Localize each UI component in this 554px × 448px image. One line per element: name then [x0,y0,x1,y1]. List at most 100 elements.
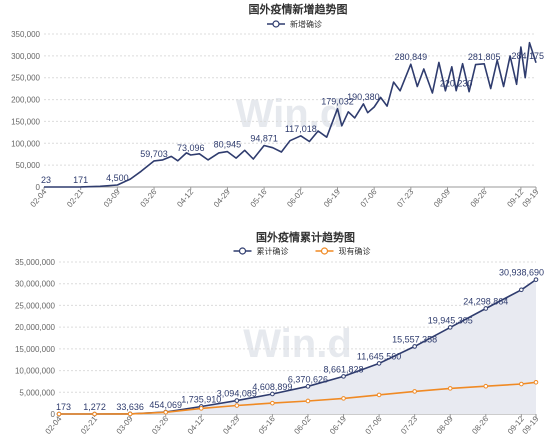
data-label: 23 [41,175,51,185]
data-label: 80,945 [214,140,242,150]
data-label: 280,849 [395,52,428,62]
x-tick-label: 08-09 [435,414,455,436]
data-label: 3,094,089 [217,389,257,399]
data-point [341,396,346,401]
y-tick-label: 35,000,000 [15,258,56,267]
x-tick-label: 08-26 [470,414,490,436]
x-tick-label: 03-09 [102,187,122,209]
y-tick-label: 20,000,000 [15,323,56,332]
y-tick-label: 150,000 [11,117,40,126]
data-label: 281,805 [468,52,501,62]
y-tick-label: 350,000 [11,30,40,39]
data-label: 117,018 [285,124,317,134]
data-label: 19,945,305 [428,315,473,325]
data-point [447,386,453,391]
data-label: 15,557,358 [392,334,437,344]
x-tick-label: 07-23 [395,187,415,209]
y-tick-label: 250,000 [11,74,40,83]
x-tick-label: 03-26 [139,187,159,209]
data-label: 284,175 [511,51,544,61]
legend-marker [238,247,247,255]
legend-marker [320,247,329,255]
legend-label: 累计确诊 [257,246,289,256]
data-label: 171 [73,175,88,185]
data-label: 1,272 [83,402,106,412]
data-label: 454,069 [149,400,182,410]
x-tick-label: 06-02 [285,187,305,209]
x-tick-label: 05-16 [249,187,269,209]
y-tick-label: 25,000,000 [15,301,56,310]
data-point [56,411,62,417]
data-point [376,392,382,398]
data-label: 30,938,690 [499,268,544,278]
data-point [533,379,539,385]
x-tick-label: 04-29 [212,187,232,209]
data-label: 33,636 [116,402,144,412]
watermark-text: Win.d [243,322,352,366]
data-label: 190,380 [347,92,380,102]
data-point [341,374,346,379]
data-label: 6,370,626 [288,374,328,384]
x-tick-label: 04-12 [186,414,206,436]
data-point [447,325,453,330]
data-point [163,409,168,415]
x-tick-label: 06-19 [328,414,348,436]
x-tick-label: 08-09 [432,187,452,209]
x-tick-label: 09-19 [520,414,540,436]
x-tick-label: 07-06 [364,414,384,436]
legend-label: 现有确诊 [339,246,371,256]
x-tick-label: 09-19 [520,187,540,209]
series-line-1 [43,41,537,188]
x-tick-label: 02-04 [43,414,63,436]
data-label: 73,096 [177,143,205,153]
legend-item-1: 新增确诊 [267,19,322,29]
data-label: 8,661,828 [324,364,364,374]
x-tick-label: 04-12 [175,187,195,209]
data-label: 220,230 [440,79,473,89]
legend-item-1: 累计确诊 [233,246,289,256]
series-area-1 [59,279,536,414]
x-tick-label: 06-02 [292,414,312,436]
data-point [483,383,489,389]
x-tick-label: 02-04 [28,187,48,209]
data-point [92,411,97,417]
chart-title: 国外疫情新增趋势图 [249,2,348,16]
x-tick-label: 04-29 [221,414,241,436]
data-point [376,361,382,366]
y-tick-label: 10,000,000 [15,367,56,376]
data-label: 4,500 [106,173,129,183]
data-label: 179,032 [321,97,354,107]
x-tick-label: 07-06 [359,187,379,209]
data-label: 173 [56,402,71,412]
data-label: 94,871 [250,134,278,144]
y-tick-label: 0 [51,410,56,419]
data-point [305,398,311,404]
data-label: 4,608,899 [252,382,292,392]
x-tick-label: 08-26 [469,187,489,209]
y-tick-label: 300,000 [11,52,40,61]
y-tick-label: 5,000,000 [19,388,55,397]
data-point [533,277,539,282]
data-point [198,406,204,411]
x-tick-label: 03-26 [150,414,170,436]
y-tick-label: 15,000,000 [15,345,56,354]
x-tick-label: 03-09 [115,414,135,436]
legend-item-2: 现有确诊 [315,246,371,256]
legend-label: 新增确诊 [290,19,322,29]
x-tick-label: 02-21 [65,187,85,209]
y-tick-label: 30,000,000 [15,280,56,289]
x-tick-label: 06-19 [322,187,342,209]
data-point [234,403,240,408]
data-point [234,398,240,403]
data-point [305,384,311,389]
data-point [519,381,524,387]
chart-1: Win.d国外疫情新增趋势图新增确诊050,000100,000150,0002… [11,2,544,209]
x-tick-label: 05-16 [257,414,277,436]
y-tick-label: 50,000 [16,161,41,170]
data-point [270,400,275,406]
data-label: 59,703 [140,149,168,159]
x-tick-label: 02-21 [79,414,99,436]
data-point [127,411,133,417]
data-label: 1,735,910 [181,394,221,404]
